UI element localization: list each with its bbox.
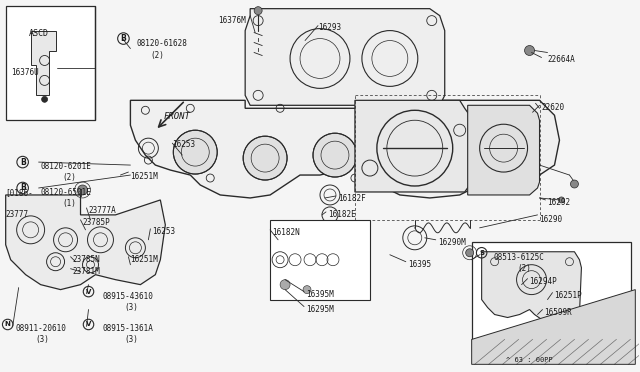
Bar: [472, 242, 631, 352]
Text: 16253: 16253: [172, 140, 195, 149]
Text: 16294P: 16294P: [529, 277, 557, 286]
Circle shape: [525, 45, 534, 55]
Text: 23785P: 23785P: [83, 218, 110, 227]
Text: 08915-1361A: 08915-1361A: [102, 324, 154, 333]
Text: [0186-: [0186-: [6, 188, 33, 197]
Text: ^ 63 : 00PP: ^ 63 : 00PP: [506, 357, 552, 363]
Circle shape: [243, 136, 287, 180]
Text: (2): (2): [150, 51, 164, 60]
Text: 23781M: 23781M: [72, 267, 100, 276]
Text: 16251P: 16251P: [554, 291, 582, 299]
Circle shape: [173, 130, 217, 174]
Text: 16251M: 16251M: [131, 172, 158, 181]
Bar: [270, 220, 370, 299]
Text: (3): (3): [124, 302, 138, 312]
Text: 16253: 16253: [152, 227, 175, 236]
Text: (3): (3): [124, 336, 138, 344]
Text: 23777A: 23777A: [88, 206, 116, 215]
Text: 08120-61628: 08120-61628: [136, 39, 188, 48]
Polygon shape: [6, 195, 165, 290]
Circle shape: [570, 180, 579, 188]
Polygon shape: [472, 290, 636, 364]
Text: 08120-6501E: 08120-6501E: [40, 188, 92, 197]
Text: ]: ]: [79, 188, 83, 197]
Text: 16182E: 16182E: [328, 210, 356, 219]
Circle shape: [559, 197, 564, 203]
Text: (2): (2): [63, 173, 76, 182]
Text: FRONT: FRONT: [163, 112, 190, 121]
Text: S: S: [479, 250, 484, 256]
Text: V: V: [86, 321, 91, 327]
Polygon shape: [131, 100, 559, 198]
Text: (1): (1): [63, 199, 76, 208]
Text: 16182F: 16182F: [338, 194, 365, 203]
Text: 16290M: 16290M: [438, 238, 465, 247]
Text: 16290: 16290: [540, 215, 563, 224]
Circle shape: [466, 249, 474, 257]
Text: (3): (3): [36, 336, 49, 344]
Text: 08915-43610: 08915-43610: [102, 292, 154, 301]
Text: 16376M: 16376M: [218, 16, 246, 25]
Circle shape: [254, 7, 262, 15]
Text: 08513-6125C: 08513-6125C: [493, 253, 545, 262]
Text: 22620: 22620: [541, 103, 564, 112]
Circle shape: [303, 286, 311, 294]
Text: 16295M: 16295M: [306, 305, 334, 314]
Text: 16293: 16293: [318, 23, 341, 32]
Polygon shape: [355, 100, 470, 192]
Text: 16395M: 16395M: [306, 290, 334, 299]
Circle shape: [313, 133, 357, 177]
Text: 23777: 23777: [6, 210, 29, 219]
Text: N: N: [4, 321, 11, 327]
Text: (2): (2): [518, 264, 531, 273]
Circle shape: [280, 280, 290, 290]
Text: 08120-6201E: 08120-6201E: [40, 162, 92, 171]
Polygon shape: [468, 105, 540, 195]
Polygon shape: [482, 252, 581, 324]
Text: 08911-20610: 08911-20610: [15, 324, 67, 333]
Polygon shape: [31, 31, 56, 95]
Text: 23785N: 23785N: [72, 255, 100, 264]
Text: 16182N: 16182N: [272, 228, 300, 237]
Text: 16376U: 16376U: [11, 68, 38, 77]
Text: B: B: [20, 183, 26, 192]
Text: B: B: [20, 158, 26, 167]
Text: 16599R: 16599R: [545, 308, 572, 317]
Text: 16251M: 16251M: [131, 255, 158, 264]
Bar: [6, 6, 95, 120]
Text: V: V: [86, 289, 91, 295]
Polygon shape: [245, 9, 445, 105]
Text: ASCD: ASCD: [29, 29, 49, 38]
Text: 16292: 16292: [547, 198, 571, 207]
Circle shape: [42, 96, 47, 102]
Circle shape: [77, 185, 88, 195]
Text: 22664A: 22664A: [547, 55, 575, 64]
Text: 16395: 16395: [408, 260, 431, 269]
Text: B: B: [120, 34, 126, 43]
